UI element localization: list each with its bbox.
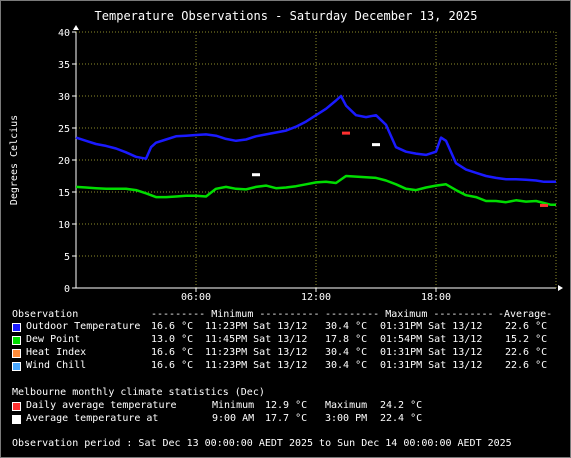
climate-min-value: 17.7 °C bbox=[265, 413, 308, 424]
legend-avg: 15.2 °C bbox=[505, 334, 548, 345]
legend-max-time: 01:31PM Sat 13/12 bbox=[380, 360, 483, 371]
y-tick-label: 25 bbox=[58, 124, 70, 135]
legend-swatch-dew-point bbox=[12, 336, 21, 345]
x-tick-label: 18:00 bbox=[421, 292, 451, 300]
climate-swatch-average-at bbox=[12, 415, 21, 424]
climate-marker-average-temperature-at bbox=[252, 173, 260, 177]
y-tick-label: 40 bbox=[58, 28, 70, 39]
legend-header-minimum: --------- Minimum ---------- bbox=[151, 309, 320, 320]
legend-name: Dew Point bbox=[26, 334, 81, 345]
legend-max-time: 01:54PM Sat 13/12 bbox=[380, 334, 483, 345]
climate-title: Melbourne monthly climate statistics (De… bbox=[12, 387, 265, 398]
climate-max-label: 3:00 PM bbox=[325, 413, 368, 424]
legend-avg: 22.6 °C bbox=[505, 360, 548, 371]
legend-min-time: 11:23PM Sat 13/12 bbox=[205, 360, 308, 371]
y-tick-label: 30 bbox=[58, 92, 70, 103]
climate-min-label: Minimum bbox=[212, 400, 255, 411]
climate-marker-average-temperature-at bbox=[372, 143, 380, 147]
legend-swatch-outdoor-temperature bbox=[12, 323, 21, 332]
climate-label: Average temperature at bbox=[26, 413, 159, 424]
legend-min-time: 11:23PM Sat 13/12 bbox=[205, 321, 308, 332]
series-line-outdoor-temperature bbox=[75, 94, 556, 184]
y-tick-label: 10 bbox=[58, 220, 70, 231]
climate-marker-daily-average-temperature bbox=[342, 131, 350, 135]
legend-avg: 22.6 °C bbox=[505, 321, 548, 332]
climate-markers bbox=[252, 131, 548, 207]
y-axis-label: Degrees Celcius bbox=[9, 115, 20, 205]
legend-avg: 22.6 °C bbox=[505, 347, 548, 358]
y-tick-label: 5 bbox=[64, 252, 70, 263]
climate-min-value: 12.9 °C bbox=[265, 400, 308, 411]
climate-marker-daily-average-temperature bbox=[540, 203, 548, 207]
legend-min-time: 11:23PM Sat 13/12 bbox=[205, 347, 308, 358]
series-line-dew-point bbox=[75, 174, 556, 207]
axis-ticks: 0 5 10 15 20 25 30 35 40 06:00 12:00 18:00 bbox=[58, 25, 563, 300]
y-tick-label: 35 bbox=[58, 60, 70, 71]
legend-max: 30.4 °C bbox=[325, 347, 368, 358]
chart-title: Temperature Observations - Saturday Dece… bbox=[95, 9, 478, 23]
climate-swatch-daily-average bbox=[12, 402, 21, 411]
legend-max: 17.8 °C bbox=[325, 334, 368, 345]
climate-max-value: 24.2 °C bbox=[380, 400, 423, 411]
legend-header-observation: Observation bbox=[12, 309, 79, 320]
legend-min: 16.6 °C bbox=[151, 347, 194, 358]
legend-min: 13.0 °C bbox=[151, 334, 194, 345]
legend-swatch-wind-chill bbox=[12, 362, 21, 371]
observation-period: Observation period : Sat Dec 13 00:00:00… bbox=[12, 438, 512, 449]
grid-lines bbox=[76, 32, 556, 288]
x-axis-arrow bbox=[558, 285, 563, 291]
series-lines bbox=[75, 94, 556, 207]
legend-header-average: -Average- bbox=[498, 309, 553, 320]
climate-max-value: 22.4 °C bbox=[380, 413, 423, 424]
y-tick-label: 20 bbox=[58, 156, 70, 167]
climate-min-label: 9:00 AM bbox=[212, 413, 255, 424]
legend-max: 30.4 °C bbox=[325, 321, 368, 332]
legend-max: 30.4 °C bbox=[325, 360, 368, 371]
legend-header-maximum: --------- Maximum ---------- bbox=[325, 309, 494, 320]
legend-max-time: 01:31PM Sat 13/12 bbox=[380, 347, 483, 358]
legend-max-time: 01:31PM Sat 13/12 bbox=[380, 321, 483, 332]
legend-name: Wind Chill bbox=[26, 360, 87, 371]
legend-name: Heat Index bbox=[26, 347, 87, 358]
y-tick-label: 15 bbox=[58, 188, 70, 199]
climate-label: Daily average temperature bbox=[26, 400, 177, 411]
legend-min: 16.6 °C bbox=[151, 360, 194, 371]
y-axis-arrow bbox=[73, 25, 79, 30]
legend-min-time: 11:45PM Sat 13/12 bbox=[205, 334, 308, 345]
legend-name: Outdoor Temperature bbox=[26, 321, 141, 332]
x-tick-label: 06:00 bbox=[181, 292, 211, 300]
climate-max-label: Maximum bbox=[325, 400, 368, 411]
y-tick-label: 0 bbox=[64, 284, 70, 295]
legend-min: 16.6 °C bbox=[151, 321, 194, 332]
x-tick-label: 12:00 bbox=[301, 292, 331, 300]
legend-swatch-heat-index bbox=[12, 349, 21, 358]
chart-plot: Temperature Observations - Saturday Dece… bbox=[9, 9, 563, 300]
